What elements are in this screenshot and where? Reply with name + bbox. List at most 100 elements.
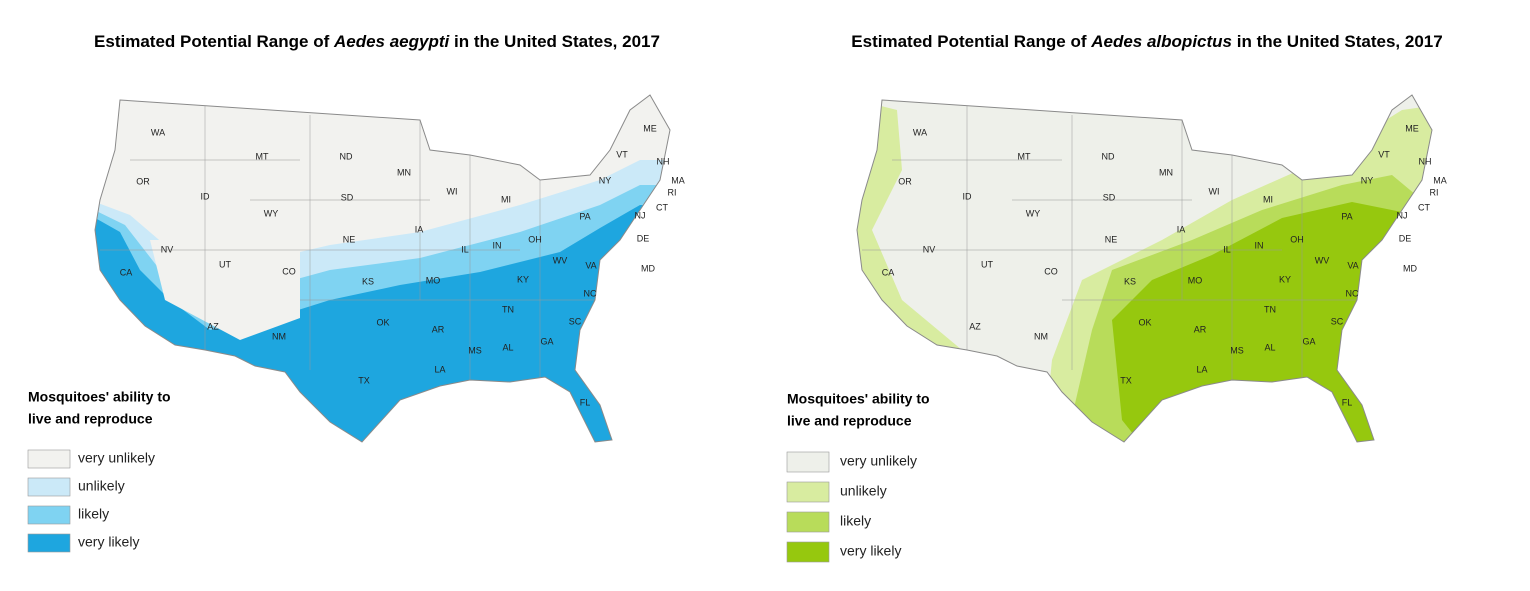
- state-label: OK: [376, 317, 389, 327]
- legend-swatch: [27, 533, 71, 553]
- state-label: SD: [1103, 192, 1116, 202]
- state-label: TX: [1120, 375, 1132, 385]
- state-label: DE: [1399, 233, 1412, 243]
- state-label: ID: [201, 191, 211, 201]
- legend-label: unlikely: [78, 478, 125, 494]
- state-label: CT: [656, 202, 668, 212]
- state-label: RI: [1430, 187, 1439, 197]
- state-label: MT: [256, 151, 269, 161]
- legend-title: Mosquitoes' ability to: [787, 391, 930, 407]
- state-label: TN: [1264, 304, 1276, 314]
- state-label: VA: [585, 260, 596, 270]
- state-label: PA: [1341, 211, 1352, 221]
- legend-swatch: [786, 481, 830, 503]
- map-title: Estimated Potential Range of Aedes albop…: [851, 32, 1442, 51]
- legend-swatch: [27, 449, 71, 469]
- state-label: MA: [1433, 175, 1447, 185]
- state-label: KS: [1124, 276, 1136, 286]
- state-label: FL: [1342, 397, 1353, 407]
- state-label: TX: [358, 375, 370, 385]
- legend-label: very likely: [840, 543, 901, 559]
- state-label: CO: [282, 266, 296, 276]
- legend-label: unlikely: [840, 483, 887, 499]
- state-label: IN: [493, 240, 502, 250]
- map-title: Estimated Potential Range of Aedes aegyp…: [94, 32, 660, 51]
- range-zone: [150, 240, 300, 340]
- state-label: NM: [1034, 331, 1048, 341]
- state-label: CA: [882, 267, 895, 277]
- state-label: MI: [501, 194, 511, 204]
- legend-label: very unlikely: [78, 450, 155, 466]
- state-label: AR: [432, 324, 445, 334]
- state-label: MN: [1159, 167, 1173, 177]
- state-label: VT: [1378, 149, 1390, 159]
- state-label: MO: [1188, 275, 1203, 285]
- state-label: AL: [1264, 342, 1275, 352]
- state-label: OH: [528, 234, 542, 244]
- legend-label: very likely: [78, 534, 139, 550]
- state-label: IN: [1255, 240, 1264, 250]
- state-label: WY: [264, 208, 279, 218]
- state-label: WV: [1315, 255, 1330, 265]
- state-label: ID: [963, 191, 973, 201]
- state-label: NY: [599, 175, 612, 185]
- state-label: NV: [161, 244, 174, 254]
- state-label: CT: [1418, 202, 1430, 212]
- state-label: MS: [468, 345, 482, 355]
- state-label: SC: [1331, 316, 1344, 326]
- state-label: IA: [415, 224, 424, 234]
- legend-title: live and reproduce: [787, 413, 912, 429]
- state-label: NJ: [1397, 210, 1408, 220]
- state-label: WV: [553, 255, 568, 265]
- state-label: CO: [1044, 266, 1058, 276]
- state-label: PA: [579, 211, 590, 221]
- state-label: MI: [1263, 194, 1273, 204]
- state-label: AR: [1194, 324, 1207, 334]
- state-label: NY: [1361, 175, 1374, 185]
- title-species: Aedes aegypti: [333, 32, 451, 51]
- legend-title: live and reproduce: [28, 411, 153, 427]
- legend-swatch: [786, 451, 830, 473]
- state-label: ME: [643, 123, 657, 133]
- state-label: NV: [923, 244, 936, 254]
- state-label: KS: [362, 276, 374, 286]
- state-label: WY: [1026, 208, 1041, 218]
- state-label: TN: [502, 304, 514, 314]
- state-label: WA: [151, 127, 165, 137]
- title-text: in the United States, 2017: [1237, 32, 1443, 51]
- state-label: UT: [981, 259, 993, 269]
- state-label: MT: [1018, 151, 1031, 161]
- us-outline: [856, 94, 1433, 443]
- state-label: ND: [340, 151, 353, 161]
- state-label: OH: [1290, 234, 1304, 244]
- range-zone: [1112, 202, 1402, 442]
- legend-swatch: [27, 477, 71, 497]
- state-label: GA: [540, 336, 553, 346]
- state-label: KY: [1279, 274, 1291, 284]
- state-label: FL: [580, 397, 591, 407]
- state-label: LA: [434, 364, 445, 374]
- state-label: GA: [1302, 336, 1315, 346]
- title-species: Aedes albopictus: [1090, 32, 1232, 51]
- state-label: ND: [1102, 151, 1115, 161]
- range-zone: [857, 100, 962, 360]
- legend-label: likely: [840, 513, 871, 529]
- state-label: NH: [657, 156, 670, 166]
- state-label: MD: [1403, 263, 1417, 273]
- us-outline: [94, 94, 671, 443]
- state-label: KY: [517, 274, 529, 284]
- state-label: MO: [426, 275, 441, 285]
- state-label: IL: [461, 244, 469, 254]
- legend-swatch: [786, 541, 830, 563]
- state-label: NC: [1346, 288, 1359, 298]
- state-label: NH: [1419, 156, 1432, 166]
- state-label: OR: [898, 176, 912, 186]
- legend-title: Mosquitoes' ability to: [28, 389, 171, 405]
- state-label: UT: [219, 259, 231, 269]
- legend-swatch: [786, 511, 830, 533]
- state-label: CA: [120, 267, 133, 277]
- state-label: MD: [641, 263, 655, 273]
- state-label: SC: [569, 316, 582, 326]
- state-label: SD: [341, 192, 354, 202]
- state-label: AL: [502, 342, 513, 352]
